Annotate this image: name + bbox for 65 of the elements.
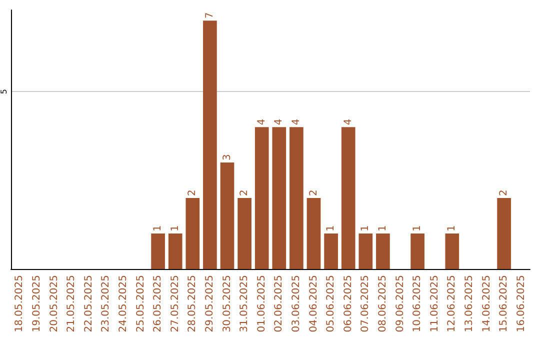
data-label: 1 bbox=[326, 225, 337, 232]
x-tick-label: 21.05.2025 bbox=[66, 275, 78, 332]
data-label: 1 bbox=[377, 225, 388, 232]
data-label: 2 bbox=[308, 190, 320, 196]
x-tick-label: 04.06.2025 bbox=[308, 275, 320, 332]
bar bbox=[272, 127, 286, 269]
x-tick-label: 16.06.2025 bbox=[516, 275, 527, 332]
data-label: 7 bbox=[204, 12, 216, 19]
x-tick-label: 11.06.2025 bbox=[429, 275, 440, 332]
data-label: 4 bbox=[274, 118, 285, 126]
x-tick-label: 27.05.2025 bbox=[170, 275, 181, 332]
bar bbox=[445, 234, 460, 269]
x-tick-label: 28.05.2025 bbox=[187, 275, 198, 332]
bar bbox=[306, 198, 321, 269]
x-tick-label: 08.06.2025 bbox=[377, 275, 388, 332]
x-tick-label: 19.05.2025 bbox=[31, 275, 42, 332]
x-tick-label: 02.06.2025 bbox=[274, 275, 285, 332]
data-label: 1 bbox=[412, 225, 424, 232]
data-label: 3 bbox=[222, 154, 233, 161]
bar bbox=[376, 234, 390, 269]
bar bbox=[497, 198, 511, 269]
x-tick-label: 23.05.2025 bbox=[100, 275, 112, 332]
data-label: 2 bbox=[187, 190, 198, 196]
data-label: 1 bbox=[152, 225, 164, 232]
x-tick-label: 29.05.2025 bbox=[204, 275, 216, 332]
data-label: 4 bbox=[290, 118, 302, 126]
x-tick-label: 01.06.2025 bbox=[256, 275, 268, 332]
data-label: 4 bbox=[256, 118, 268, 126]
x-tick-label: 24.05.2025 bbox=[118, 275, 129, 332]
y-tick-label: 5 bbox=[0, 89, 8, 94]
x-tick-label: 09.06.2025 bbox=[394, 275, 406, 332]
bar bbox=[220, 162, 234, 269]
bar bbox=[203, 20, 217, 269]
bar bbox=[324, 234, 338, 269]
x-tick-label: 10.06.2025 bbox=[412, 275, 424, 332]
x-tick-label: 18.05.2025 bbox=[14, 275, 26, 332]
x-tick-label: 12.06.2025 bbox=[446, 275, 458, 332]
bar bbox=[410, 234, 424, 269]
data-label: 1 bbox=[446, 225, 458, 232]
x-tick-label: 31.05.2025 bbox=[239, 275, 250, 332]
x-tick-label: 05.06.2025 bbox=[326, 275, 337, 332]
bar bbox=[341, 127, 356, 269]
x-tick-label: 25.05.2025 bbox=[135, 275, 146, 332]
bar bbox=[358, 234, 373, 269]
bar bbox=[151, 234, 165, 269]
x-tick-label: 30.05.2025 bbox=[222, 275, 233, 332]
bar bbox=[290, 127, 304, 269]
data-label: 4 bbox=[342, 118, 354, 126]
bar bbox=[238, 198, 252, 269]
data-label: 2 bbox=[498, 190, 510, 196]
x-tick-label: 03.06.2025 bbox=[290, 275, 302, 332]
x-tick-label: 15.06.2025 bbox=[498, 275, 510, 332]
x-tick-label: 06.06.2025 bbox=[342, 275, 354, 332]
bar bbox=[168, 234, 182, 269]
x-tick-label: 14.06.2025 bbox=[481, 275, 492, 332]
data-label: 1 bbox=[360, 225, 372, 232]
data-label: 1 bbox=[170, 225, 181, 232]
bar bbox=[254, 127, 269, 269]
x-tick-label: 13.06.2025 bbox=[464, 275, 475, 332]
x-tick-label: 07.06.2025 bbox=[360, 275, 372, 332]
bar bbox=[186, 198, 200, 269]
x-tick-label: 20.05.2025 bbox=[48, 275, 60, 332]
x-tick-label: 26.05.2025 bbox=[152, 275, 164, 332]
data-label: 2 bbox=[239, 190, 250, 196]
x-tick-label: 22.05.2025 bbox=[83, 275, 94, 332]
